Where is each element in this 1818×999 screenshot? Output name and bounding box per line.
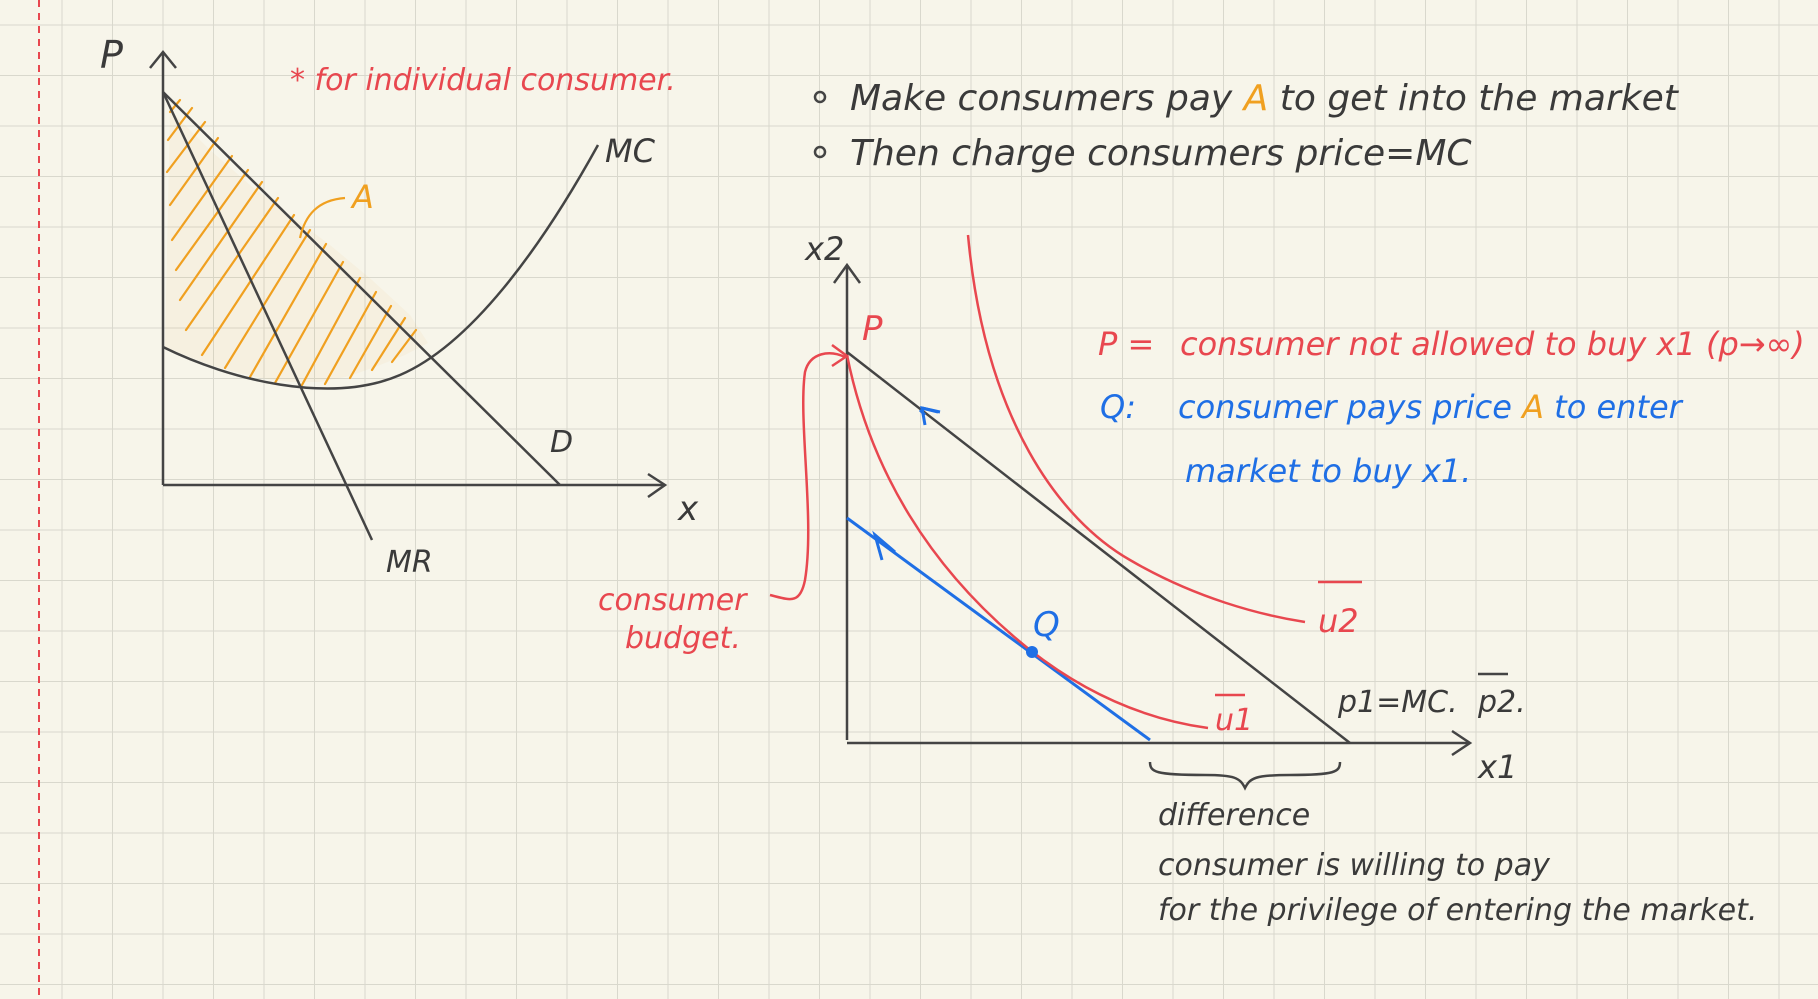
right-y-axis-label: x2 [804,230,844,268]
indifference-curve-u2 [966,234,1306,624]
budget-arrow-head [920,405,939,426]
budget-line [846,351,1351,744]
bullet-2-marker [813,145,827,159]
mr-label: MR [386,545,433,580]
left-x-axis-label: x [677,489,699,529]
right-y-arrow [832,262,862,284]
difference-line3: for the privilege of entering the market… [1158,893,1757,928]
right-x-arrow [1451,729,1473,757]
difference-line1: difference [1158,798,1310,833]
mc-label: MC [605,132,656,170]
u2-label: u2 [1318,602,1359,640]
difference-note: difference consumer is willing to pay fo… [1158,798,1757,928]
budget-brace-arrow [831,343,850,368]
legend: P = consumer not allowed to buy x1 (p→∞)… [1098,325,1805,490]
bullet-1: Make consumers pay A to get into the mar… [850,78,1680,119]
bullet-1-marker [813,90,827,104]
point-q-dot [1026,646,1038,658]
blue-budget-line [846,516,1151,742]
legend-q-key: Q: [1100,388,1136,426]
area-a-hatching [165,98,428,387]
point-p-label: P [862,309,883,349]
legend-p-text: consumer not allowed to buy x1 (p→∞) [1180,325,1805,363]
mr-curve [161,91,374,541]
left-y-arrow [149,50,177,69]
mc-curve [162,144,600,390]
price-note-p2: p2. [1477,685,1526,720]
legend-q-line1: consumer pays price A to enter [1178,388,1684,426]
indifference-curve-u1 [845,354,1209,730]
left-diagram: P x * for individual consumer. MC A D MR [100,33,699,580]
left-x-arrow [647,472,668,499]
demand-label: D [550,425,573,460]
individual-consumer-note: * for individual consumer. [290,63,676,98]
difference-line2: consumer is willing to pay [1158,848,1551,883]
budget-label-line2: budget. [625,621,741,656]
blue-line-arrow [872,530,896,561]
budget-label-line1: consumer [598,583,748,618]
budget-brace [769,352,846,601]
demand-curve [162,91,561,486]
u1-label: u1 [1215,703,1253,738]
area-a-pointer [298,196,346,239]
difference-brace [1148,761,1342,791]
right-x-axis-label: x1 [1477,748,1517,786]
area-a-label: A [350,178,374,216]
point-q-label: Q [1033,605,1060,645]
legend-q-line2: market to buy x1. [1185,452,1471,490]
bullet-2: Then charge consumers price=MC [850,133,1472,174]
price-note-mc: p1=MC. [1337,685,1458,720]
right-diagram: x2 x1 P Q u1 u2 p1=MC. p2. consumer budg… [598,230,1526,791]
left-y-axis-label: P [100,33,123,77]
legend-p-key: P = [1098,325,1154,363]
bullet-list: Make consumers pay A to get into the mar… [813,78,1680,174]
